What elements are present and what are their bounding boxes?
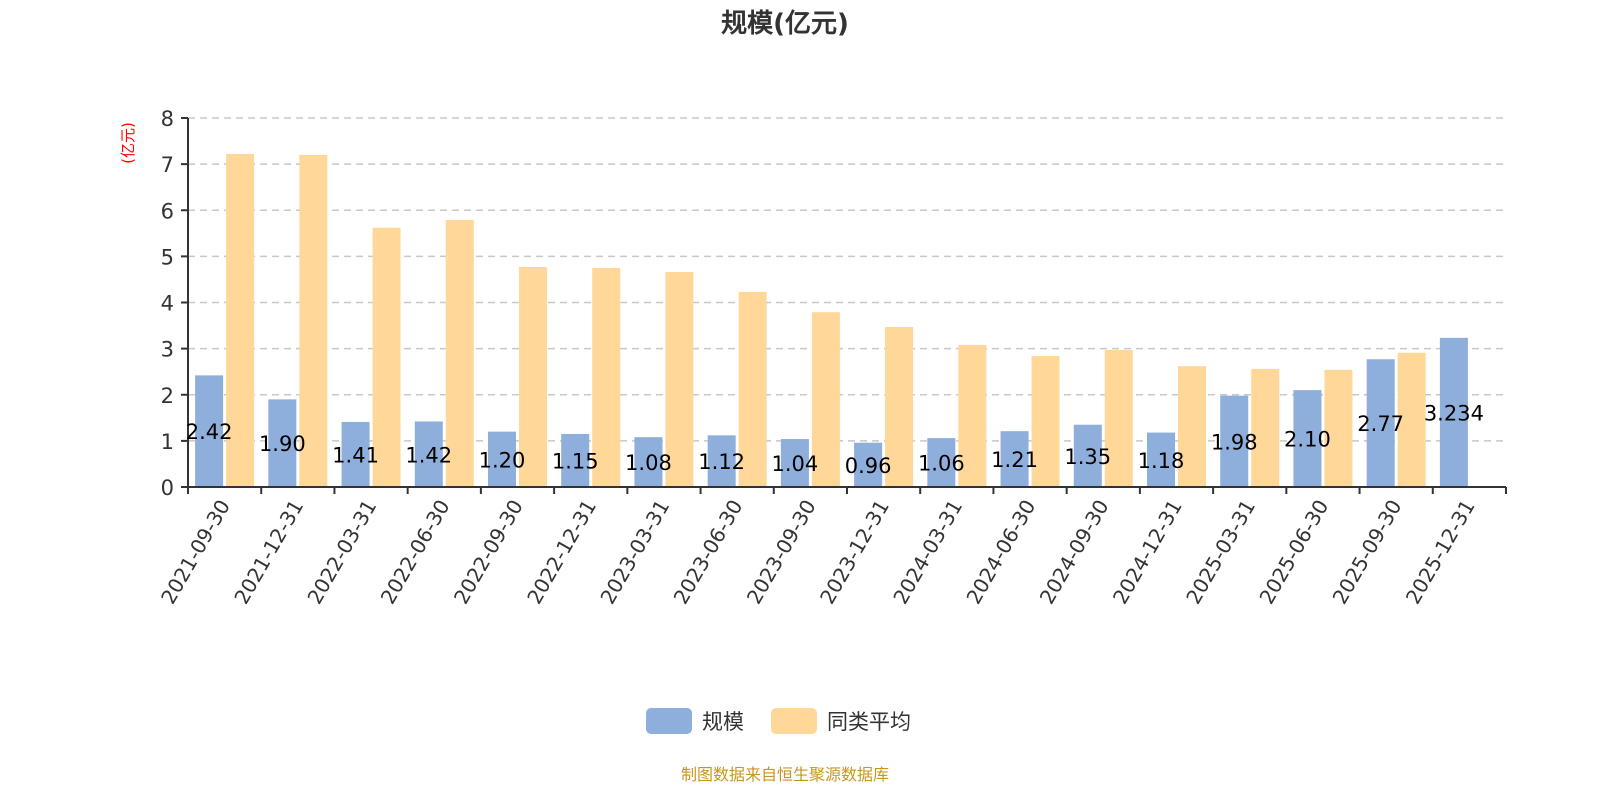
bar-peer-average[interactable] bbox=[1324, 369, 1353, 487]
x-tick-label: 2021-12-31 bbox=[229, 496, 308, 609]
y-tick-label: 3 bbox=[161, 338, 174, 362]
bar-peer-average[interactable] bbox=[738, 291, 767, 487]
bar-peer-average[interactable] bbox=[885, 326, 914, 487]
y-tick-label: 1 bbox=[161, 430, 174, 454]
data-label-scale: 1.08 bbox=[625, 451, 672, 475]
bar-peer-average[interactable] bbox=[1104, 350, 1133, 487]
bar-scale[interactable] bbox=[414, 421, 443, 487]
bar-peer-average[interactable] bbox=[1397, 352, 1426, 487]
data-label-scale: 1.98 bbox=[1211, 430, 1258, 454]
bar-peer-average[interactable] bbox=[226, 153, 255, 488]
data-label-scale: 1.35 bbox=[1064, 445, 1111, 469]
bar-scale[interactable] bbox=[341, 421, 370, 487]
data-label-scale: 1.18 bbox=[1138, 449, 1185, 473]
data-label-scale: 2.42 bbox=[186, 420, 233, 444]
x-tick-label: 2021-09-30 bbox=[156, 496, 235, 609]
data-label-scale: 1.12 bbox=[698, 450, 745, 474]
data-label-scale: 1.06 bbox=[918, 452, 965, 476]
x-tick-label: 2024-06-30 bbox=[961, 496, 1040, 609]
bar-peer-average[interactable] bbox=[592, 267, 621, 487]
bar-peer-average[interactable] bbox=[1178, 366, 1206, 487]
x-tick-label: 2023-12-31 bbox=[815, 496, 894, 609]
y-axis-unit: (亿元) bbox=[119, 122, 137, 164]
bar-peer-average[interactable] bbox=[811, 312, 840, 487]
bar-scale[interactable] bbox=[1073, 424, 1102, 487]
data-label-scale: 0.96 bbox=[845, 454, 892, 478]
bar-scale[interactable] bbox=[268, 399, 297, 487]
bar-peer-average[interactable] bbox=[1031, 356, 1060, 487]
data-label-scale: 1.41 bbox=[332, 443, 379, 467]
bar-scale[interactable] bbox=[780, 439, 809, 487]
bar-scale[interactable] bbox=[195, 375, 224, 487]
bar-scale[interactable] bbox=[561, 433, 590, 487]
x-tick-label: 2023-09-30 bbox=[742, 496, 821, 609]
y-tick-label: 4 bbox=[161, 292, 174, 316]
bar-scale[interactable] bbox=[1147, 432, 1175, 487]
bar-peer-average[interactable] bbox=[665, 272, 694, 487]
bar-scale[interactable] bbox=[1439, 337, 1468, 487]
bar-peer-average[interactable] bbox=[1251, 368, 1280, 487]
legend: 规模 同类平均 bbox=[646, 708, 911, 734]
y-tick-label: 2 bbox=[161, 384, 174, 408]
y-tick-label: 8 bbox=[161, 107, 174, 131]
legend-label-scale[interactable]: 规模 bbox=[702, 710, 744, 734]
x-tick-label: 2024-03-31 bbox=[888, 495, 967, 608]
bar-peer-average[interactable] bbox=[299, 154, 328, 487]
x-tick-label: 2025-12-31 bbox=[1401, 496, 1480, 609]
data-label-scale: 2.10 bbox=[1284, 428, 1331, 452]
bar-peer-average[interactable] bbox=[372, 227, 401, 487]
data-label-scale: 1.21 bbox=[991, 448, 1038, 472]
bar-peer-average[interactable] bbox=[958, 344, 987, 487]
chart-title: 规模(亿元) bbox=[721, 9, 849, 39]
y-tick-label: 5 bbox=[161, 245, 174, 269]
x-tick-label: 2022-03-31 bbox=[302, 496, 381, 609]
data-label-scale: 3.234 bbox=[1424, 401, 1484, 425]
bar-scale[interactable] bbox=[854, 442, 883, 487]
bar-scale[interactable] bbox=[1366, 359, 1395, 487]
x-tick-label: 2022-06-30 bbox=[376, 496, 455, 609]
y-tick-label: 0 bbox=[161, 476, 174, 500]
x-tick-label: 2024-09-30 bbox=[1035, 496, 1114, 609]
x-tick-label: 2022-09-30 bbox=[449, 496, 528, 609]
bar-scale[interactable] bbox=[1293, 390, 1322, 487]
data-label-scale: 1.42 bbox=[405, 443, 452, 467]
y-tick-label: 6 bbox=[161, 199, 174, 223]
bar-peer-average[interactable] bbox=[519, 266, 547, 487]
bar-scale[interactable] bbox=[927, 438, 956, 487]
data-label-scale: 1.90 bbox=[259, 432, 306, 456]
bar-scale[interactable] bbox=[488, 431, 516, 487]
data-label-scale: 1.15 bbox=[552, 449, 599, 473]
bar-scale[interactable] bbox=[707, 435, 736, 487]
legend-swatch-scale[interactable] bbox=[646, 708, 692, 734]
x-tick-label: 2023-06-30 bbox=[669, 496, 748, 609]
bar-peer-average[interactable] bbox=[445, 219, 474, 487]
y-tick-label: 7 bbox=[161, 153, 174, 177]
data-label-scale: 2.77 bbox=[1357, 412, 1404, 436]
data-label-scale: 1.04 bbox=[772, 452, 819, 476]
x-tick-label: 2023-03-31 bbox=[595, 496, 674, 609]
bar-scale[interactable] bbox=[634, 437, 663, 487]
x-tick-label: 2025-09-30 bbox=[1328, 496, 1407, 609]
legend-label-peer-average[interactable]: 同类平均 bbox=[827, 710, 911, 734]
legend-swatch-peer-average[interactable] bbox=[771, 708, 817, 734]
bar-scale[interactable] bbox=[1220, 395, 1249, 487]
bar-scale[interactable] bbox=[1000, 431, 1029, 487]
x-tick-label: 2022-12-31 bbox=[522, 496, 601, 609]
footer-source: 制图数据来自恒生聚源数据库 bbox=[681, 765, 889, 784]
x-tick-label: 2024-12-31 bbox=[1108, 496, 1187, 609]
data-label-scale: 1.20 bbox=[479, 448, 526, 472]
x-tick-label: 2025-06-30 bbox=[1254, 496, 1333, 609]
x-tick-label: 2025-03-31 bbox=[1181, 496, 1260, 609]
